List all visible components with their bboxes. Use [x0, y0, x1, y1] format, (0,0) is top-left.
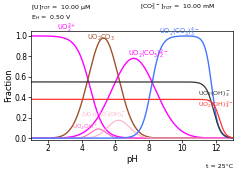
Y-axis label: Fraction: Fraction	[5, 69, 13, 102]
Text: (UO$_2$)$_2$CO$_3$(OH)$_3^-$: (UO$_2$)$_2$CO$_3$(OH)$_3^-$	[81, 111, 126, 120]
X-axis label: pH: pH	[126, 155, 138, 164]
Text: UO$_2$(CO$_3$)$_2^{2-}$: UO$_2$(CO$_3$)$_2^{2-}$	[128, 48, 169, 61]
Text: $\mathrm{E}_H$ =  0.50 V: $\mathrm{E}_H$ = 0.50 V	[31, 13, 72, 22]
Text: UO$_2$(OH)$_3^-$: UO$_2$(OH)$_3^-$	[198, 90, 231, 99]
Text: UO$_2^{2+}$: UO$_2^{2+}$	[57, 22, 77, 35]
Text: UO$_2$(OH)$_4^{2-}$: UO$_2$(OH)$_4^{2-}$	[198, 99, 234, 110]
Text: $[\mathrm{CO}_3^{2-}]_{TOT}$ =  10.00 mM: $[\mathrm{CO}_3^{2-}]_{TOT}$ = 10.00 mM	[140, 1, 216, 12]
Text: UO$_2$(CO$_3$)$_3^{4-}$: UO$_2$(CO$_3$)$_3^{4-}$	[159, 26, 199, 39]
Text: UO$_2$OH$^+$: UO$_2$OH$^+$	[72, 122, 98, 131]
Text: $[\mathrm{U}]_{TOT}$ =  10.00 μM: $[\mathrm{U}]_{TOT}$ = 10.00 μM	[31, 3, 91, 12]
Text: UO$_2$CO$_3$: UO$_2$CO$_3$	[87, 33, 115, 43]
Text: t = 25°C: t = 25°C	[206, 164, 233, 169]
